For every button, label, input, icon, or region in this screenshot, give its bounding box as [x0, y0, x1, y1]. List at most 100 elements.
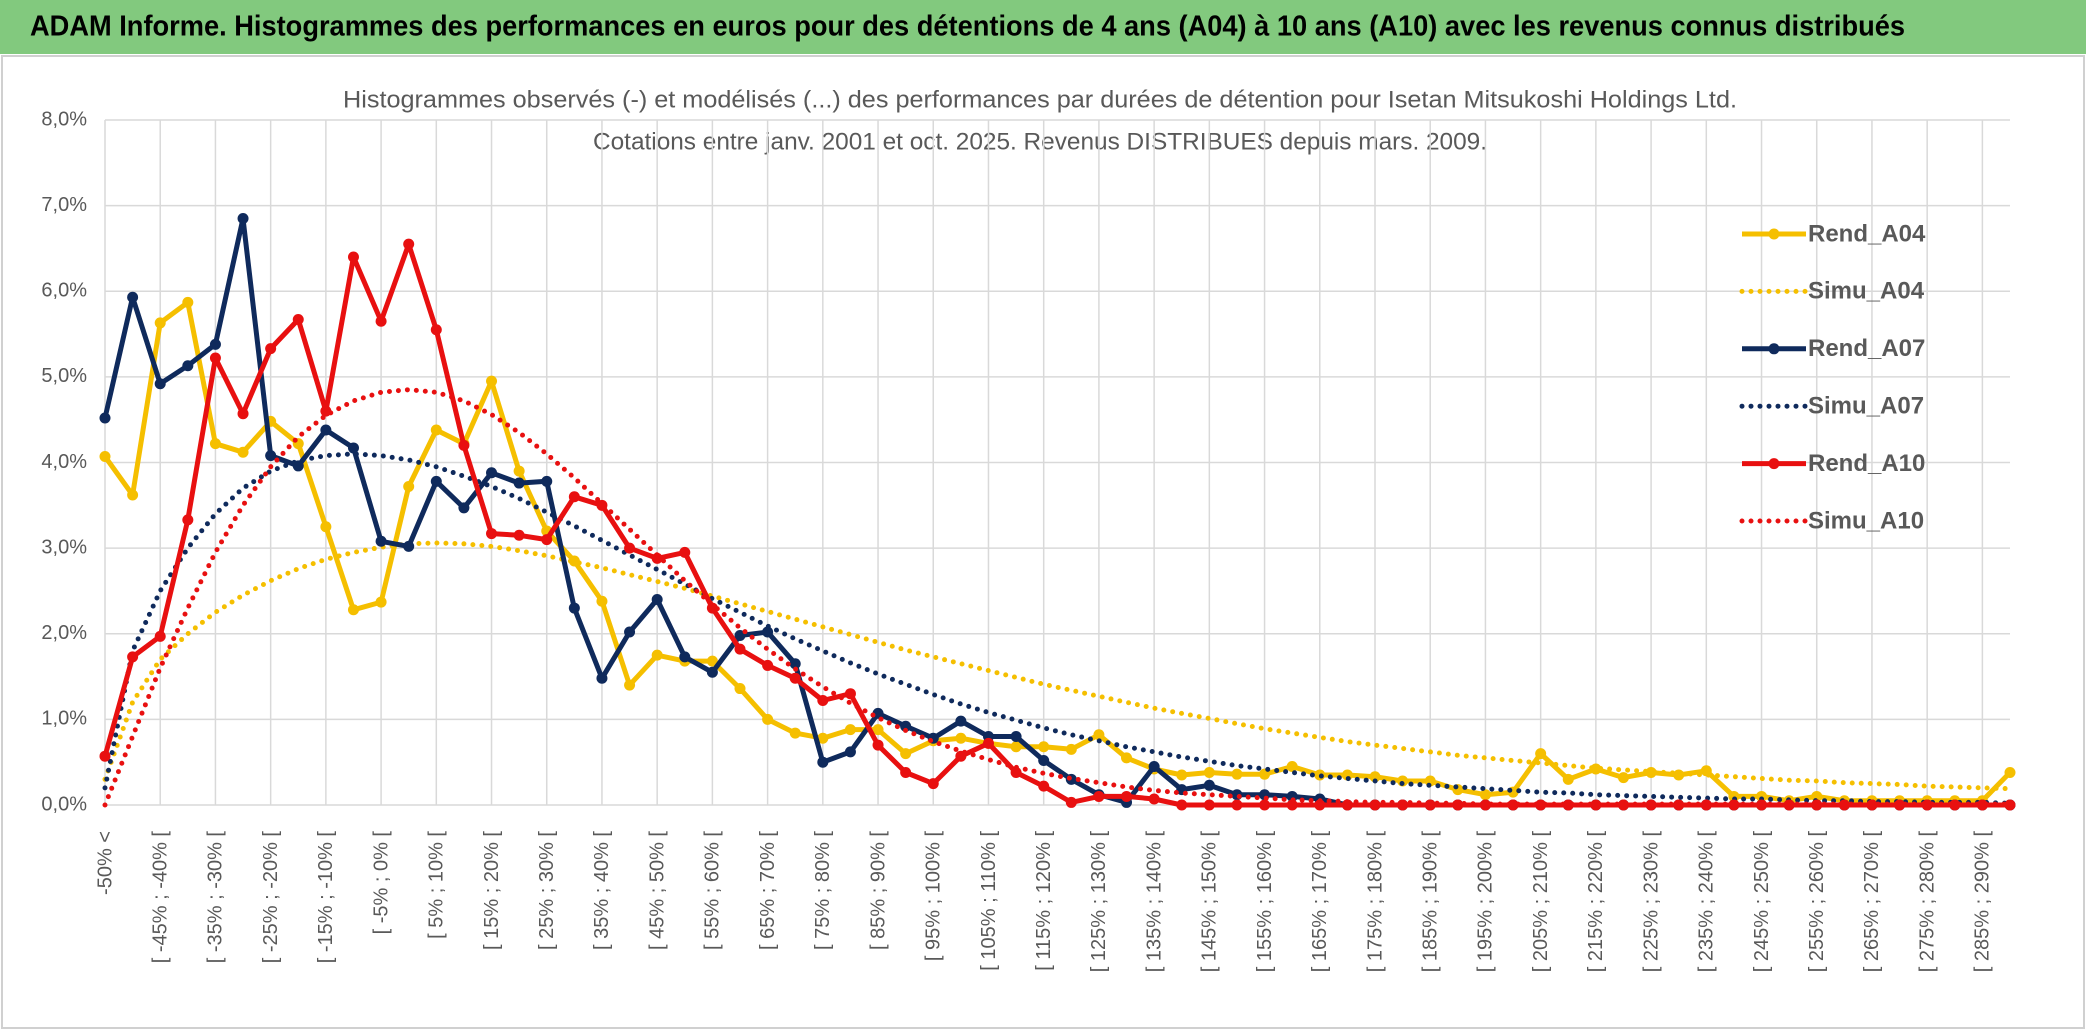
point [734, 643, 746, 655]
x-tick-label: [ 75% ; 80% [ [812, 831, 834, 950]
legend-label: Simu_A10 [1808, 507, 1924, 534]
x-tick-label: [ 195% ; 200% [ [1475, 831, 1497, 973]
point [762, 713, 774, 725]
point [568, 602, 580, 614]
point [651, 649, 663, 661]
y-tick-label: 2,0% [41, 622, 87, 644]
point [458, 439, 470, 451]
point [1121, 790, 1133, 802]
point [209, 338, 221, 350]
legend-marker [1768, 228, 1780, 240]
point [624, 679, 636, 691]
legend-label: Rend_A10 [1808, 450, 1925, 477]
point [1562, 773, 1574, 785]
legend-marker [1768, 343, 1780, 355]
y-tick-label: 6,0% [41, 280, 87, 302]
point [762, 659, 774, 671]
point [679, 651, 691, 663]
point [734, 683, 746, 695]
point [513, 477, 525, 489]
point [265, 343, 277, 355]
x-tick-label: [ 25% ; 30% [ [536, 831, 558, 950]
point [624, 626, 636, 638]
x-tick-label: [ 165% ; 170% [ [1309, 831, 1331, 973]
point [789, 658, 801, 670]
point [375, 596, 387, 608]
x-tick-label: [ 175% ; 180% [ [1364, 831, 1386, 973]
x-tick-label: [ 55% ; 60% [ [702, 831, 724, 950]
y-tick-label: 4,0% [41, 451, 87, 473]
y-tick-label: 7,0% [41, 194, 87, 216]
point [817, 695, 829, 707]
point [182, 296, 194, 308]
point [403, 540, 415, 552]
point [486, 375, 498, 387]
chart-subtitle: Cotations entre janv. 2001 et oct. 2025.… [593, 128, 1487, 155]
point [237, 408, 249, 420]
point [706, 602, 718, 614]
point [320, 521, 332, 533]
point [1065, 743, 1077, 755]
x-tick-label: [ -35% ; -30% [ [205, 831, 227, 964]
point [1314, 799, 1326, 811]
x-tick-label: [ -25% ; -20% [ [260, 831, 282, 964]
point [541, 475, 553, 487]
point [927, 778, 939, 790]
point [982, 737, 994, 749]
x-tick-label: [ 245% ; 250% [ [1751, 831, 1773, 973]
point [541, 534, 553, 546]
point [1148, 793, 1160, 805]
point [292, 314, 304, 326]
point [154, 317, 166, 329]
point [1176, 769, 1188, 781]
point [1479, 789, 1491, 801]
point [127, 291, 139, 303]
point [154, 630, 166, 642]
point [1038, 780, 1050, 792]
x-tick-label: [ 265% ; 270% [ [1861, 831, 1883, 973]
point [209, 438, 221, 450]
point [347, 604, 359, 616]
point [651, 552, 663, 564]
point [706, 666, 718, 678]
point [99, 412, 111, 424]
point [237, 446, 249, 458]
point [872, 724, 884, 736]
point [762, 626, 774, 638]
point [375, 535, 387, 547]
point [430, 424, 442, 436]
point [1231, 768, 1243, 780]
x-tick-label: [ 255% ; 260% [ [1806, 831, 1828, 973]
x-tick-label: [ 275% ; 280% [ [1916, 831, 1938, 973]
point [513, 465, 525, 477]
x-tick-label: [ 285% ; 290% [ [1972, 831, 1994, 973]
point [1535, 748, 1547, 760]
x-tick-label: [ 135% ; 140% [ [1143, 831, 1165, 973]
series-line [102, 540, 2013, 792]
x-tick-label: [ 35% ; 40% [ [591, 831, 613, 950]
legend-label: Rend_A04 [1808, 220, 1926, 247]
point [1065, 796, 1077, 808]
point [900, 748, 912, 760]
x-tick-label: [ 215% ; 220% [ [1585, 831, 1607, 973]
series-line [102, 451, 2013, 806]
point [1093, 729, 1105, 741]
series-line [102, 241, 2010, 808]
point [1203, 799, 1215, 811]
point [1231, 799, 1243, 811]
point [347, 251, 359, 263]
point [486, 467, 498, 479]
point [1010, 741, 1022, 753]
title-bar [0, 0, 2086, 54]
point [320, 424, 332, 436]
point [1121, 752, 1133, 764]
x-tick-label: [ 45% ; 50% [ [646, 831, 668, 950]
point [1010, 731, 1022, 742]
legend-label: Simu_A07 [1808, 393, 1924, 420]
point [872, 739, 884, 751]
point [182, 514, 194, 526]
x-tick-label: [ 205% ; 210% [ [1530, 831, 1552, 973]
legend-label: Simu_A04 [1808, 278, 1925, 305]
point [237, 212, 249, 224]
point [99, 451, 111, 463]
